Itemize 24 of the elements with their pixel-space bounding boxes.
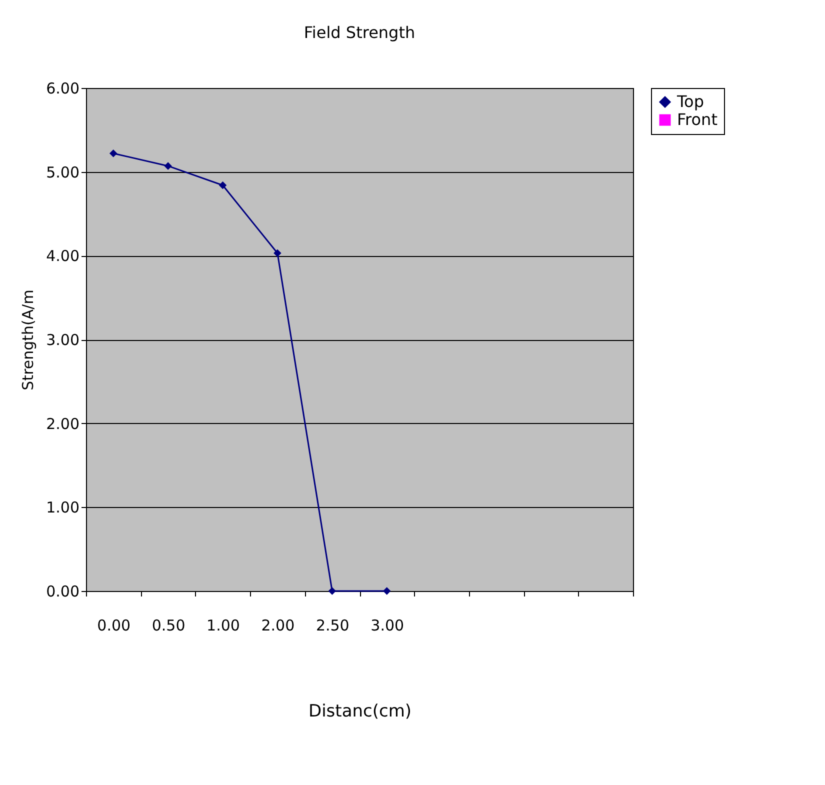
y-tick-label: 6.00 — [46, 80, 80, 98]
point — [382, 587, 391, 595]
y-tick-label: 2.00 — [46, 414, 80, 433]
y-tick-label: 4.00 — [46, 247, 80, 266]
x-tick-label: 2.50 — [316, 616, 350, 634]
x-tick-label: 0.00 — [97, 616, 131, 634]
y-tick-label: 0.00 — [46, 582, 80, 600]
point — [109, 150, 118, 158]
y-tick-label: 1.00 — [46, 498, 80, 517]
y-tick-label: 5.00 — [46, 163, 80, 182]
x-axis-title: Distanc(cm) — [308, 702, 412, 722]
y-tick-label: 3.00 — [46, 331, 80, 349]
y-axis-title: Strength(A/m — [19, 290, 38, 390]
x-tick-label: 0.50 — [152, 616, 186, 634]
x-tick-label: 1.00 — [206, 616, 240, 634]
x-tick-label: 3.00 — [370, 616, 404, 634]
chart-title: Field Strength — [304, 23, 416, 42]
point — [328, 587, 336, 595]
point — [274, 249, 282, 258]
x-tick-label: 2.00 — [261, 616, 295, 634]
point — [164, 162, 172, 170]
point — [218, 181, 227, 190]
legend-label: Top — [676, 92, 704, 111]
legend-label: Front — [677, 110, 718, 129]
